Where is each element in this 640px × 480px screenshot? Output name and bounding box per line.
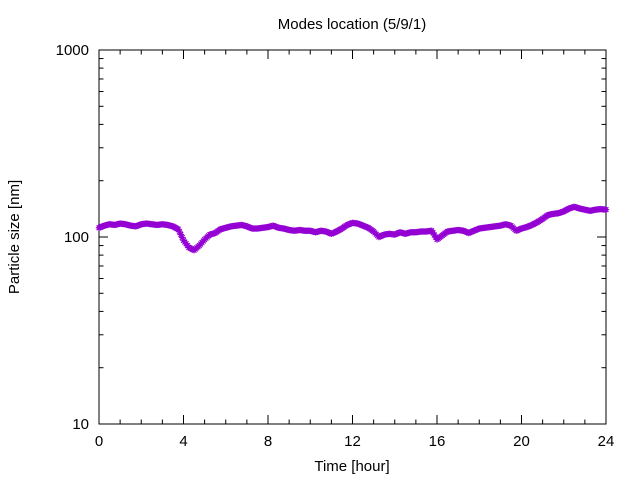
y-tick-label: 100 <box>64 229 89 246</box>
axis-ticks <box>98 49 607 425</box>
plot-frame <box>98 49 607 425</box>
series-points <box>95 203 610 254</box>
x-tick-labels: 0 4 8 12 16 20 24 <box>95 433 615 450</box>
x-tick-label: 4 <box>179 433 187 450</box>
x-axis-label: Time [hour] <box>314 458 389 475</box>
y-tick-label: 1000 <box>56 42 89 59</box>
x-tick-label: 20 <box>513 433 530 450</box>
x-tick-label: 24 <box>598 433 615 450</box>
y-tick-labels: 10 100 1000 <box>56 42 89 433</box>
chart-title: Modes location (5/9/1) <box>278 16 426 33</box>
y-axis-label: Particle size [nm] <box>6 180 23 294</box>
data-point <box>602 206 610 213</box>
x-tick-label: 0 <box>95 433 103 450</box>
x-tick-label: 16 <box>429 433 446 450</box>
x-tick-label: 12 <box>344 433 361 450</box>
y-tick-label: 10 <box>72 416 89 433</box>
x-tick-label: 8 <box>264 433 272 450</box>
